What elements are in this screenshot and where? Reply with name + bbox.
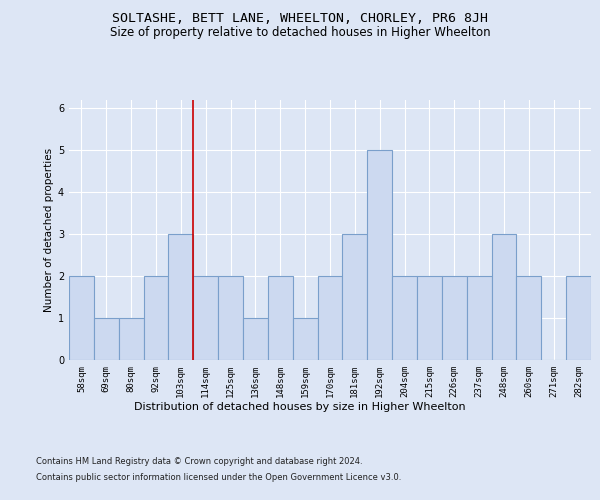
Bar — [442, 276, 467, 360]
Bar — [517, 276, 541, 360]
Bar — [367, 150, 392, 360]
Bar — [268, 276, 293, 360]
Bar — [293, 318, 317, 360]
Y-axis label: Number of detached properties: Number of detached properties — [44, 148, 54, 312]
Text: Size of property relative to detached houses in Higher Wheelton: Size of property relative to detached ho… — [110, 26, 490, 39]
Text: Contains public sector information licensed under the Open Government Licence v3: Contains public sector information licen… — [36, 472, 401, 482]
Bar — [417, 276, 442, 360]
Bar — [566, 276, 591, 360]
Text: Distribution of detached houses by size in Higher Wheelton: Distribution of detached houses by size … — [134, 402, 466, 412]
Bar — [317, 276, 343, 360]
Bar — [169, 234, 193, 360]
Bar — [491, 234, 517, 360]
Bar — [467, 276, 491, 360]
Bar — [243, 318, 268, 360]
Bar — [392, 276, 417, 360]
Bar — [143, 276, 169, 360]
Bar — [343, 234, 367, 360]
Bar — [218, 276, 243, 360]
Bar — [119, 318, 143, 360]
Bar — [69, 276, 94, 360]
Text: SOLTASHE, BETT LANE, WHEELTON, CHORLEY, PR6 8JH: SOLTASHE, BETT LANE, WHEELTON, CHORLEY, … — [112, 12, 488, 26]
Bar — [193, 276, 218, 360]
Bar — [94, 318, 119, 360]
Text: Contains HM Land Registry data © Crown copyright and database right 2024.: Contains HM Land Registry data © Crown c… — [36, 458, 362, 466]
